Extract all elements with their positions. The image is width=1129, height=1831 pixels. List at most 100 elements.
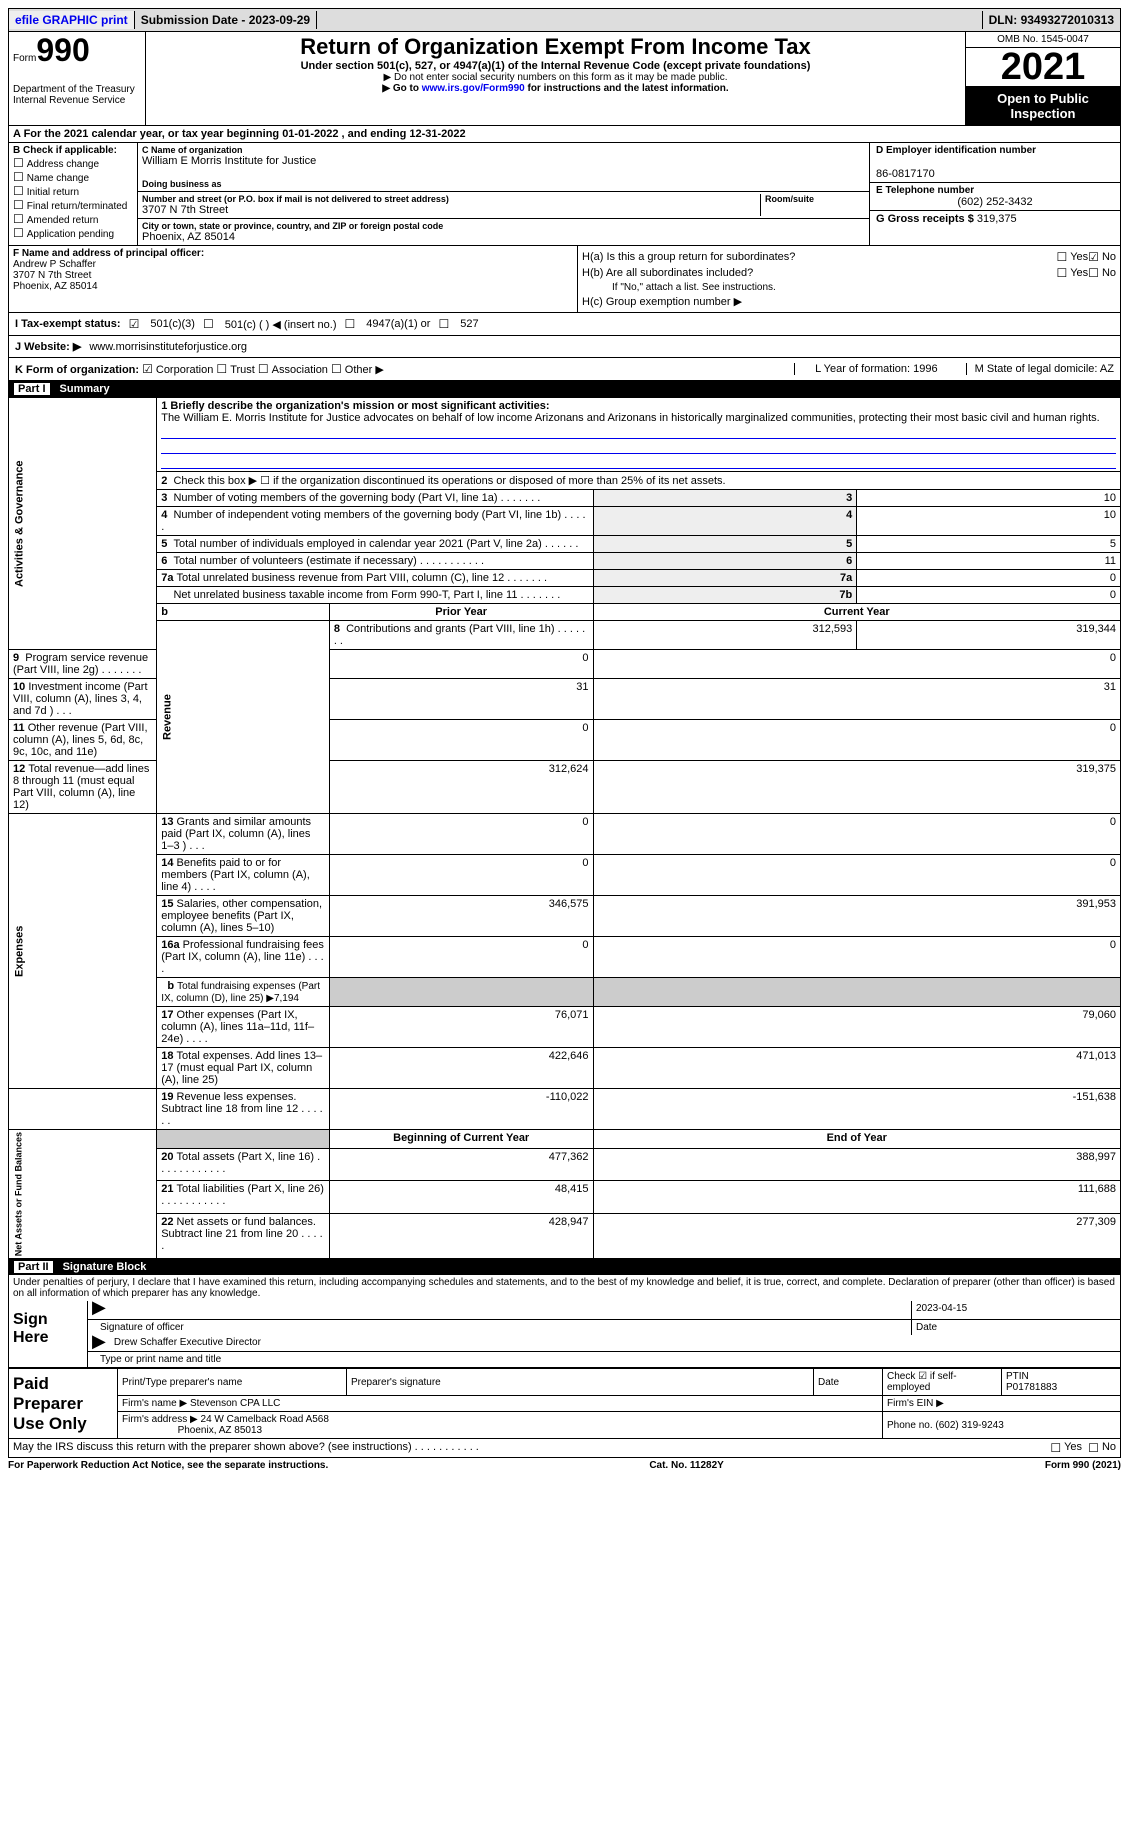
- submission-date: Submission Date - 2023-09-29: [135, 11, 317, 29]
- row-k: K Form of organization: ☑Corporation ☐Tr…: [8, 358, 1121, 381]
- paid-preparer-title: Paid Preparer Use Only: [9, 1369, 118, 1439]
- checkbox-icon[interactable]: ☐: [331, 362, 342, 376]
- checkbox-icon[interactable]: ☐: [13, 212, 24, 226]
- year-formation: L Year of formation: 1996: [794, 363, 958, 375]
- state-domicile: M State of legal domicile: AZ: [966, 363, 1114, 375]
- checkbox-icon[interactable]: ☐: [13, 184, 24, 198]
- gross-receipts: 319,375: [977, 213, 1017, 225]
- checkbox-icon[interactable]: ☐: [1088, 266, 1099, 280]
- officer-typed: Drew Schaffer Executive Director: [110, 1335, 265, 1351]
- title-box: Return of Organization Exempt From Incom…: [146, 32, 965, 125]
- city-label: City or town, state or province, country…: [142, 221, 865, 231]
- checkbox-icon[interactable]: ☐: [1050, 1441, 1061, 1455]
- ein: 86-0817170: [876, 168, 1114, 180]
- form-number-box: Form990 Department of the Treasury Inter…: [9, 32, 146, 125]
- footer-left: For Paperwork Reduction Act Notice, see …: [8, 1460, 328, 1471]
- telephone: (602) 252-3432: [876, 196, 1114, 208]
- form-990: 990: [36, 32, 89, 68]
- firm-address: 24 W Camelback Road A568: [201, 1414, 329, 1425]
- hb-note: If "No," attach a list. See instructions…: [582, 282, 1116, 293]
- form-header: Form990 Department of the Treasury Inter…: [8, 32, 1121, 126]
- dba-label: Doing business as: [142, 179, 865, 189]
- col-b: B Check if applicable: ☐Address change ☐…: [9, 143, 138, 245]
- officer-addr1: 3707 N 7th Street: [13, 270, 91, 281]
- mission-text: The William E. Morris Institute for Just…: [161, 412, 1099, 424]
- checkbox-checked-icon[interactable]: ☑: [142, 362, 153, 376]
- checkbox-icon[interactable]: ☐: [216, 362, 227, 376]
- section-bcd: B Check if applicable: ☐Address change ☐…: [8, 143, 1121, 246]
- sig-date: 2023-04-15: [911, 1301, 1120, 1319]
- checkbox-icon[interactable]: ☐: [13, 170, 24, 184]
- ein-label: D Employer identification number: [876, 145, 1114, 156]
- part1-header: Part ISummary: [8, 381, 1121, 397]
- side-net: Net Assets or Fund Balances: [9, 1130, 157, 1259]
- officer-name: Andrew P Schaffer: [13, 259, 96, 270]
- footer: For Paperwork Reduction Act Notice, see …: [8, 1458, 1121, 1473]
- checkbox-icon[interactable]: ☐: [1056, 266, 1067, 280]
- checkbox-checked-icon[interactable]: ☑: [1088, 250, 1099, 264]
- col-d: D Employer identification number 86-0817…: [870, 143, 1120, 245]
- ptin: P01781883: [1006, 1382, 1057, 1393]
- checkbox-icon[interactable]: ☐: [13, 226, 24, 240]
- col-h: H(a) Is this a group return for subordin…: [578, 246, 1120, 312]
- footer-center: Cat. No. 11282Y: [649, 1460, 723, 1471]
- type-label: Type or print name and title: [96, 1352, 225, 1367]
- year-box: OMB No. 1545-0047 2021 Open to Public In…: [965, 32, 1120, 125]
- line-2: 2 Check this box ▶ ☐ if the organization…: [157, 472, 1121, 490]
- date-label: Date: [911, 1320, 1120, 1335]
- room-label: Room/suite: [765, 194, 865, 204]
- top-bar: efile GRAPHIC print Submission Date - 20…: [8, 8, 1121, 32]
- checkbox-checked-icon[interactable]: ☑: [129, 317, 140, 331]
- footer-right: Form 990 (2021): [1045, 1460, 1121, 1471]
- checkbox-icon[interactable]: ☐: [438, 317, 449, 331]
- side-expenses: Expenses: [9, 814, 157, 1089]
- signature-block: Under penalties of perjury, I declare th…: [8, 1275, 1121, 1368]
- sig-officer-label: Signature of officer: [96, 1320, 911, 1335]
- section-fh: F Name and address of principal officer:…: [8, 246, 1121, 313]
- summary-table: Activities & Governance 1 Briefly descri…: [8, 397, 1121, 1259]
- paid-preparer-table: Paid Preparer Use Only Print/Type prepar…: [8, 1368, 1121, 1439]
- efile-print[interactable]: efile GRAPHIC print: [9, 11, 135, 29]
- row-website: J Website: ▶ www.morrisinstituteforjusti…: [8, 336, 1121, 358]
- firm-ein-label: Firm's EIN ▶: [883, 1396, 1121, 1412]
- dept-treasury: Department of the Treasury Internal Reve…: [13, 84, 141, 106]
- officer-addr2: Phoenix, AZ 85014: [13, 281, 98, 292]
- firm-phone: (602) 319-9243: [935, 1420, 1003, 1431]
- checkbox-icon[interactable]: ☐: [1056, 250, 1067, 264]
- checkbox-icon[interactable]: ☐: [1088, 1441, 1099, 1455]
- org-name: William E Morris Institute for Justice: [142, 155, 865, 167]
- checkbox-icon[interactable]: ☐: [344, 317, 355, 331]
- firm-name: Stevenson CPA LLC: [190, 1398, 280, 1409]
- side-revenue: Revenue: [157, 621, 330, 814]
- checkbox-icon[interactable]: ☐: [13, 156, 24, 170]
- side-activities: Activities & Governance: [9, 398, 157, 650]
- penalties-text: Under penalties of perjury, I declare th…: [9, 1275, 1120, 1301]
- tel-label: E Telephone number: [876, 185, 1114, 196]
- checkbox-icon[interactable]: ☐: [13, 198, 24, 212]
- org-name-label: C Name of organization: [142, 145, 865, 155]
- subtitle-3: ▶ Go to www.irs.gov/Form990 for instruct…: [150, 83, 961, 94]
- row-tax-status: I Tax-exempt status: ☑501(c)(3) ☐501(c) …: [8, 313, 1121, 336]
- row-a: A For the 2021 calendar year, or tax yea…: [8, 126, 1121, 143]
- address-label: Number and street (or P.O. box if mail i…: [142, 194, 760, 204]
- part2-header: Part IISignature Block: [8, 1259, 1121, 1275]
- discuss-row: May the IRS discuss this return with the…: [8, 1439, 1121, 1458]
- mission-label: 1 Briefly describe the organization's mi…: [161, 400, 549, 412]
- sign-here: Sign Here: [9, 1301, 88, 1367]
- dln: DLN: 93493272010313: [982, 11, 1120, 29]
- open-inspection: Open to Public Inspection: [966, 87, 1120, 125]
- col-c: C Name of organization William E Morris …: [138, 143, 870, 245]
- gross-label: G Gross receipts $: [876, 213, 977, 225]
- address: 3707 N 7th Street: [142, 204, 760, 216]
- subtitle-2: ▶ Do not enter social security numbers o…: [150, 72, 961, 83]
- tax-year: 2021: [966, 48, 1120, 87]
- main-title: Return of Organization Exempt From Incom…: [150, 34, 961, 60]
- arrow-icon: ▶: [88, 1335, 110, 1351]
- arrow-icon: ▶: [88, 1301, 110, 1319]
- irs-link[interactable]: www.irs.gov/Form990: [422, 83, 525, 94]
- subtitle-1: Under section 501(c), 527, or 4947(a)(1)…: [150, 60, 961, 72]
- checkbox-icon[interactable]: ☐: [258, 362, 269, 376]
- city: Phoenix, AZ 85014: [142, 231, 865, 243]
- checkbox-icon[interactable]: ☐: [203, 317, 214, 331]
- website: www.morrisinstituteforjustice.org: [89, 341, 247, 353]
